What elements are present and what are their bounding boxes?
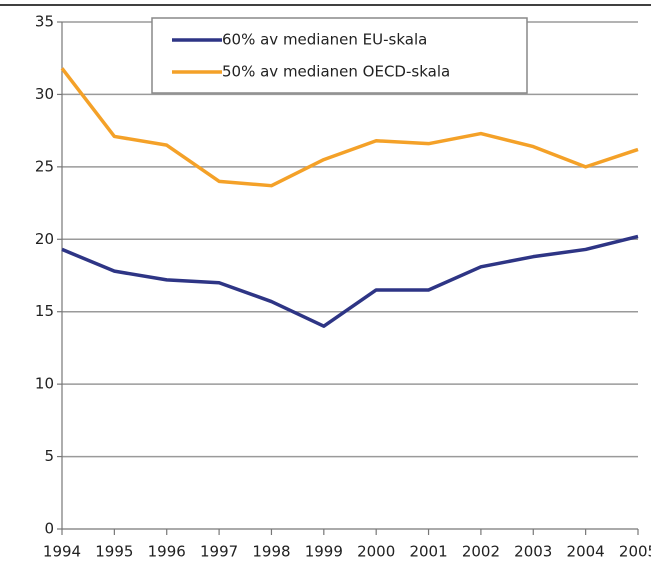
x-tick-label: 2001 — [409, 543, 447, 561]
y-tick-label: 0 — [44, 520, 54, 538]
x-tick-label: 1995 — [95, 543, 133, 561]
x-tick-label: 2005 — [619, 543, 651, 561]
y-tick-label: 10 — [35, 375, 54, 393]
legend-label: 60% av medianen EU-skala — [222, 31, 427, 49]
legend-label: 50% av medianen OECD-skala — [222, 63, 450, 81]
y-tick-label: 20 — [35, 230, 54, 248]
x-tick-label: 2004 — [567, 543, 605, 561]
y-tick-label: 30 — [35, 85, 54, 103]
x-tick-label: 1998 — [252, 543, 290, 561]
x-tick-label: 1994 — [43, 543, 81, 561]
series-line — [61, 234, 639, 328]
x-tick-label: 2003 — [514, 543, 552, 561]
x-tick-label: 1999 — [305, 543, 343, 561]
x-tick-label: 1996 — [148, 543, 186, 561]
legend-box — [151, 17, 528, 94]
legend: 60% av medianen EU-skala 50% av medianen … — [151, 17, 528, 94]
x-tick-label: 2000 — [357, 543, 395, 561]
y-tick-label: 15 — [35, 302, 54, 320]
y-tick-label: 25 — [35, 157, 54, 175]
x-tick-label: 2002 — [462, 543, 500, 561]
y-tick-label: 5 — [44, 447, 54, 465]
y-tick-label: 35 — [35, 13, 54, 31]
series-line — [60, 67, 639, 188]
x-tick-label: 1997 — [200, 543, 238, 561]
